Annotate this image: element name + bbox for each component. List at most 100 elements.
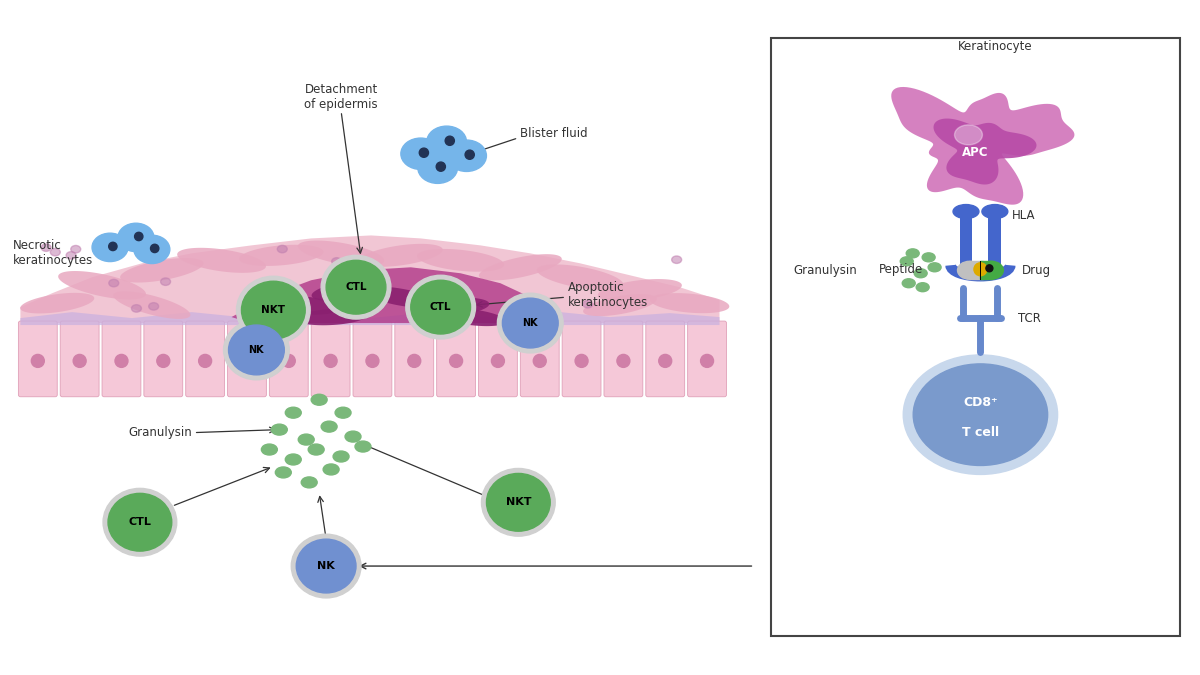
Ellipse shape [331,258,342,265]
Text: NKT: NKT [262,305,286,315]
Ellipse shape [900,256,913,266]
Ellipse shape [132,304,142,312]
Ellipse shape [271,424,287,435]
FancyBboxPatch shape [521,321,559,397]
Text: CTL: CTL [430,302,451,312]
Ellipse shape [277,245,287,253]
FancyBboxPatch shape [562,321,601,397]
Circle shape [450,354,462,367]
Bar [960,211,972,265]
Ellipse shape [953,205,979,219]
Circle shape [419,148,428,157]
Ellipse shape [922,253,935,262]
Text: Granulysin: Granulysin [793,264,857,277]
Circle shape [109,242,118,250]
Ellipse shape [446,140,486,171]
FancyBboxPatch shape [646,321,685,397]
Ellipse shape [335,407,352,418]
Ellipse shape [355,441,371,452]
Circle shape [445,136,455,145]
Polygon shape [434,308,506,326]
Text: NK: NK [522,318,538,328]
Text: Peptide: Peptide [878,263,923,276]
Circle shape [533,354,546,367]
Polygon shape [412,298,490,317]
Polygon shape [650,293,730,313]
Ellipse shape [401,138,440,169]
Ellipse shape [118,223,154,252]
Ellipse shape [928,263,941,272]
FancyBboxPatch shape [60,321,100,397]
Text: APC: APC [962,146,989,159]
Ellipse shape [149,302,158,310]
Ellipse shape [323,464,340,475]
Ellipse shape [161,278,170,286]
Circle shape [324,354,337,367]
Ellipse shape [916,283,929,292]
Polygon shape [364,287,438,308]
Ellipse shape [346,431,361,442]
Circle shape [157,354,169,367]
Polygon shape [583,294,656,316]
Circle shape [659,354,672,367]
FancyBboxPatch shape [479,321,517,397]
Ellipse shape [418,152,457,184]
FancyBboxPatch shape [353,321,392,397]
Circle shape [134,232,143,240]
Ellipse shape [108,493,172,551]
Ellipse shape [958,261,982,279]
Ellipse shape [481,468,556,536]
Ellipse shape [228,325,284,375]
Ellipse shape [311,394,328,405]
Text: Detachment
of epidermis: Detachment of epidermis [305,83,378,111]
Text: Blister fluid: Blister fluid [521,128,588,140]
Circle shape [974,263,986,276]
Text: TCR: TCR [1019,312,1042,325]
Text: CTL: CTL [128,517,151,527]
Circle shape [492,354,504,367]
Circle shape [115,354,128,367]
Text: Necrotic
keratinocytes: Necrotic keratinocytes [12,240,92,267]
Ellipse shape [904,355,1057,475]
Ellipse shape [672,256,682,263]
Ellipse shape [262,444,277,455]
Ellipse shape [223,320,289,380]
Polygon shape [479,254,562,280]
Polygon shape [120,258,204,283]
Circle shape [73,354,86,367]
Polygon shape [312,279,390,301]
Ellipse shape [326,261,386,314]
Text: NK: NK [248,345,264,355]
Ellipse shape [906,249,919,258]
Ellipse shape [241,281,305,339]
Text: Apoptotic
keratinocytes: Apoptotic keratinocytes [568,281,648,309]
Polygon shape [232,267,540,323]
Text: CTL: CTL [346,282,367,292]
Ellipse shape [286,454,301,465]
FancyBboxPatch shape [102,321,140,397]
Ellipse shape [41,244,52,251]
Circle shape [366,354,379,367]
FancyBboxPatch shape [688,321,726,397]
Circle shape [408,354,421,367]
Ellipse shape [301,477,317,488]
Circle shape [31,354,44,367]
Text: T cell: T cell [962,426,998,439]
FancyBboxPatch shape [269,321,308,397]
Bar [980,261,992,279]
Circle shape [437,162,445,171]
Polygon shape [416,249,504,271]
Text: NK: NK [317,561,335,571]
Polygon shape [263,296,340,315]
Circle shape [617,354,630,367]
Circle shape [199,354,211,367]
Ellipse shape [134,235,170,263]
Polygon shape [598,279,682,301]
Polygon shape [178,248,266,273]
Circle shape [150,244,158,252]
Ellipse shape [103,489,176,556]
Ellipse shape [322,421,337,432]
Circle shape [466,150,474,159]
Ellipse shape [308,444,324,455]
FancyBboxPatch shape [186,321,224,397]
